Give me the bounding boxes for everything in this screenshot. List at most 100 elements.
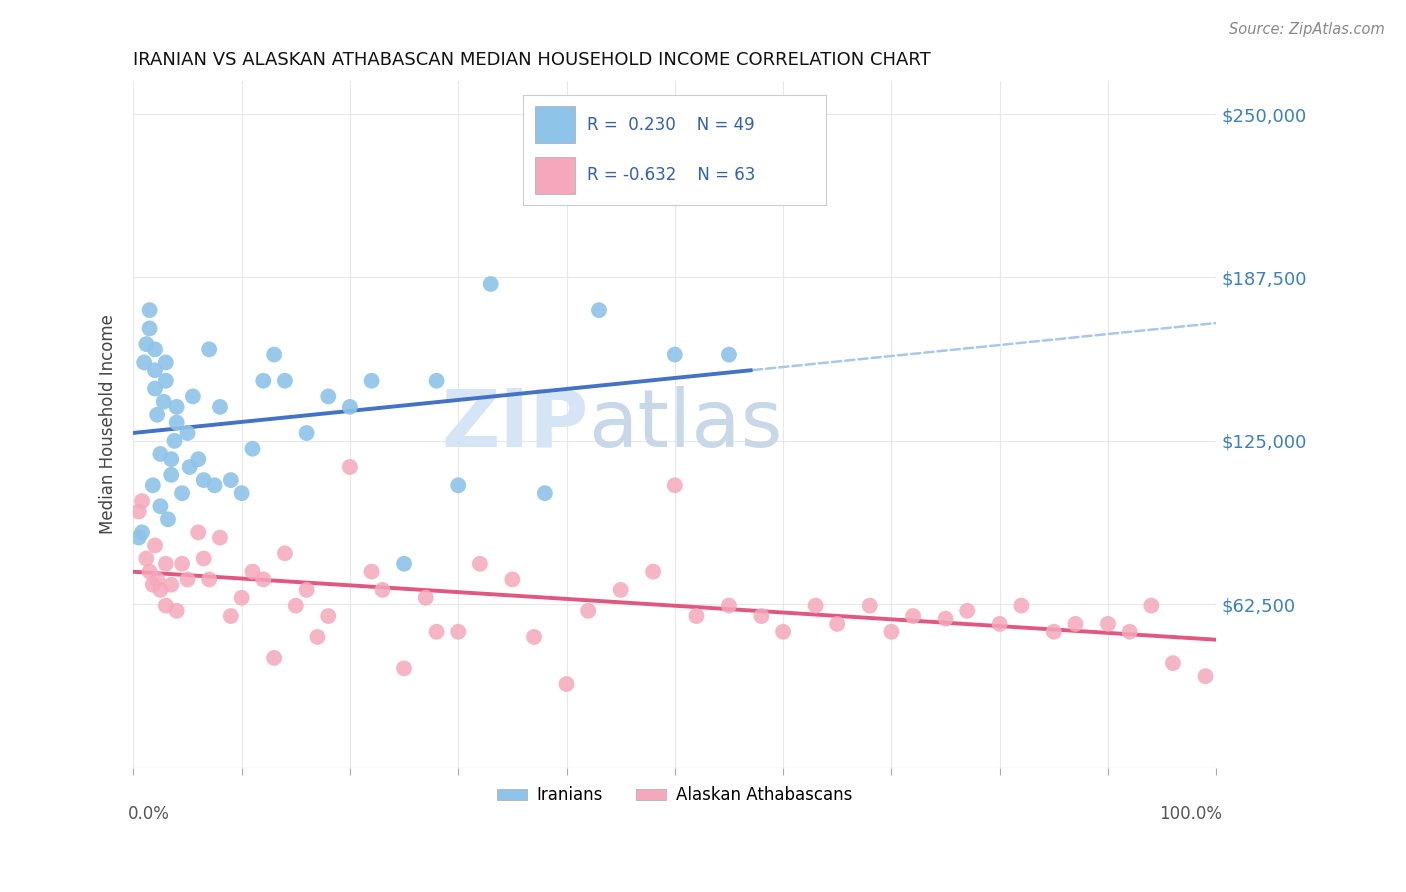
Point	[263, 651, 285, 665]
Point	[339, 400, 361, 414]
Point	[501, 573, 523, 587]
Text: 0.0%: 0.0%	[128, 805, 170, 823]
Text: atlas: atlas	[588, 385, 783, 464]
Point	[176, 425, 198, 440]
Point	[155, 374, 177, 388]
Point	[135, 337, 157, 351]
Point	[160, 467, 183, 482]
Point	[825, 616, 848, 631]
Point	[242, 442, 264, 456]
Point	[181, 389, 204, 403]
Point	[1010, 599, 1032, 613]
Point	[956, 604, 979, 618]
Point	[204, 478, 226, 492]
Point	[392, 661, 415, 675]
Point	[415, 591, 437, 605]
Text: 100.0%: 100.0%	[1159, 805, 1222, 823]
Point	[156, 512, 179, 526]
Point	[804, 599, 827, 613]
Point	[1043, 624, 1066, 639]
Point	[371, 582, 394, 597]
Point	[231, 486, 253, 500]
Point	[252, 374, 274, 388]
Point	[135, 551, 157, 566]
Y-axis label: Median Household Income: Median Household Income	[100, 315, 117, 534]
Point	[588, 303, 610, 318]
Point	[880, 624, 903, 639]
Point	[160, 577, 183, 591]
Point	[685, 609, 707, 624]
Point	[143, 538, 166, 552]
Text: IRANIAN VS ALASKAN ATHABASCAN MEDIAN HOUSEHOLD INCOME CORRELATION CHART: IRANIAN VS ALASKAN ATHABASCAN MEDIAN HOU…	[134, 51, 931, 69]
Point	[425, 374, 447, 388]
Point	[146, 408, 169, 422]
Point	[128, 531, 150, 545]
Point	[131, 525, 153, 540]
Point	[155, 557, 177, 571]
Text: ZIP: ZIP	[441, 385, 588, 464]
Point	[231, 591, 253, 605]
Point	[295, 425, 318, 440]
Point	[316, 389, 339, 403]
Point	[152, 394, 174, 409]
Point	[479, 277, 502, 291]
Point	[1097, 616, 1119, 631]
Point	[170, 557, 193, 571]
Point	[149, 582, 172, 597]
Point	[523, 630, 546, 644]
Point	[160, 452, 183, 467]
Point	[166, 416, 188, 430]
Point	[901, 609, 924, 624]
Point	[149, 500, 172, 514]
Point	[1140, 599, 1163, 613]
Point	[131, 494, 153, 508]
Point	[316, 609, 339, 624]
Point	[155, 599, 177, 613]
Point	[138, 321, 160, 335]
Point	[176, 573, 198, 587]
Point	[859, 599, 882, 613]
Point	[142, 577, 165, 591]
Point	[193, 473, 215, 487]
Point	[198, 343, 221, 357]
Point	[274, 546, 297, 560]
Text: Source: ZipAtlas.com: Source: ZipAtlas.com	[1229, 22, 1385, 37]
Point	[1194, 669, 1216, 683]
Point	[392, 557, 415, 571]
Point	[208, 400, 231, 414]
Point	[751, 609, 773, 624]
Point	[425, 624, 447, 639]
Point	[143, 382, 166, 396]
Point	[142, 478, 165, 492]
Point	[155, 355, 177, 369]
Point	[360, 374, 382, 388]
Point	[772, 624, 794, 639]
Point	[447, 624, 470, 639]
Point	[643, 565, 665, 579]
Point	[187, 525, 209, 540]
Point	[146, 573, 169, 587]
Point	[468, 557, 491, 571]
Point	[198, 573, 221, 587]
Point	[447, 478, 470, 492]
Point	[576, 604, 599, 618]
Point	[717, 599, 740, 613]
Point	[274, 374, 297, 388]
Point	[988, 616, 1011, 631]
Point	[143, 363, 166, 377]
Point	[166, 604, 188, 618]
Point	[208, 531, 231, 545]
Point	[1064, 616, 1087, 631]
Point	[252, 573, 274, 587]
Point	[295, 582, 318, 597]
Point	[138, 565, 160, 579]
Point	[609, 582, 631, 597]
Point	[307, 630, 329, 644]
Point	[166, 400, 188, 414]
Point	[187, 452, 209, 467]
Point	[555, 677, 578, 691]
Point	[219, 609, 242, 624]
Point	[134, 355, 156, 369]
Point	[179, 460, 201, 475]
Point	[1161, 656, 1184, 670]
